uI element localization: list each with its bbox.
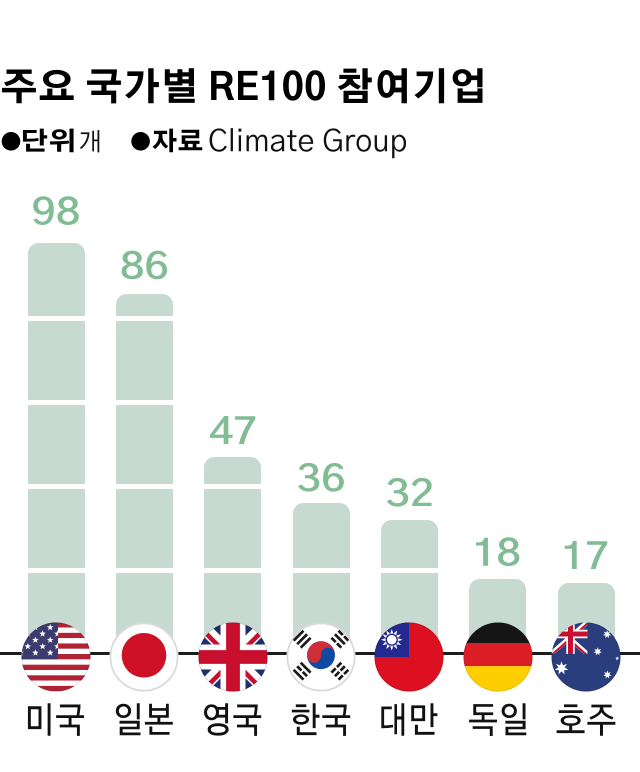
gridline-60 <box>0 400 640 406</box>
gridline-80 <box>0 316 640 322</box>
flag-us-icon <box>21 622 91 691</box>
page-title: 주요 국가별 RE100 참여기업 <box>0 21 1 22</box>
unit-bullet-icon <box>1 132 21 151</box>
source-value-text <box>209 128 407 159</box>
flag-wrap-대만 <box>374 622 444 692</box>
value-label-47 <box>209 416 256 445</box>
category-label-미국 <box>27 703 85 736</box>
gridline-20 <box>0 567 640 573</box>
value-label-86 <box>121 250 168 280</box>
flag-wrap-독일 <box>463 622 533 692</box>
value-label-18 <box>475 537 520 566</box>
value-label-17 <box>564 541 608 569</box>
category-label-영국 <box>204 703 262 736</box>
category-label-독일 <box>469 703 527 736</box>
chart-meta: 단위 개 자료 Climate Group <box>0 16 1 17</box>
category-label-한국 <box>291 703 351 736</box>
flag-tw-icon <box>374 622 444 691</box>
flag-wrap-호주 <box>551 622 621 692</box>
source-bullet-icon <box>131 132 150 151</box>
page-title-text <box>2 68 483 104</box>
flag-kr-icon <box>286 622 356 691</box>
flag-jp-icon <box>109 622 179 691</box>
bar-일본 <box>115 293 173 654</box>
category-label-호주 <box>556 704 616 736</box>
category-label-일본 <box>115 703 173 736</box>
value-label-32 <box>386 477 432 507</box>
flag-de-icon <box>463 622 533 691</box>
flag-wrap-한국 <box>286 622 356 692</box>
category-label-대만 <box>381 703 438 736</box>
bar-영국 <box>204 457 262 654</box>
flag-wrap-영국 <box>198 622 268 692</box>
flag-gb-icon <box>198 622 268 691</box>
flag-wrap-미국 <box>21 622 91 692</box>
bar-미국 <box>27 243 85 654</box>
flag-au-icon <box>551 622 621 691</box>
flag-wrap-일본 <box>109 622 179 692</box>
gridline-40 <box>0 483 640 489</box>
unit-label-text <box>22 128 74 153</box>
source-label-text <box>152 128 203 153</box>
value-label-98 <box>33 196 79 225</box>
unit-value-text <box>79 130 100 153</box>
